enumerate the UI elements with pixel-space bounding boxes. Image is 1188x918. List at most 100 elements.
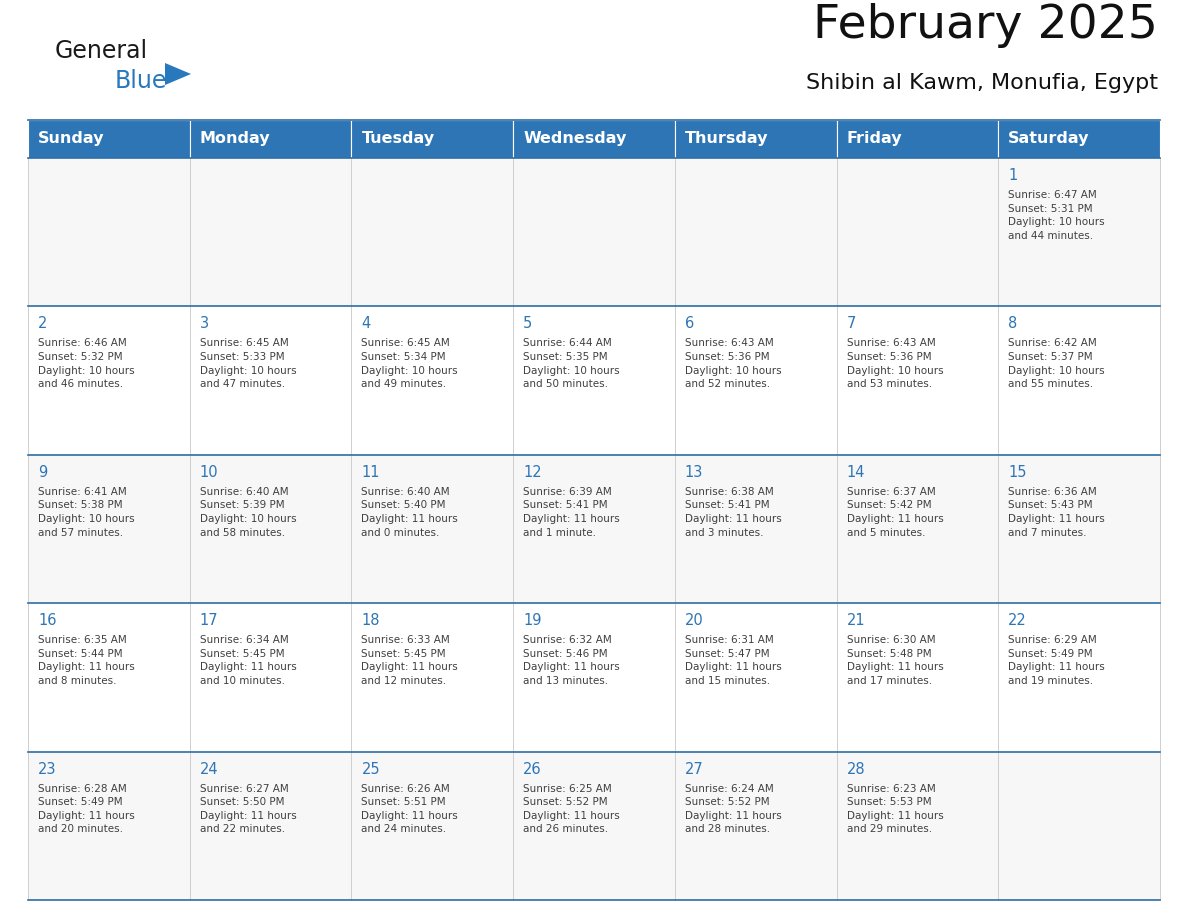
Bar <box>29 603 190 752</box>
Bar <box>998 158 1159 307</box>
Text: Sunrise: 6:40 AM
Sunset: 5:39 PM
Daylight: 10 hours
and 58 minutes.: Sunrise: 6:40 AM Sunset: 5:39 PM Dayligh… <box>200 487 296 538</box>
Bar <box>836 752 998 900</box>
Text: 17: 17 <box>200 613 219 628</box>
Text: 14: 14 <box>847 465 865 480</box>
Bar <box>352 307 513 454</box>
Bar <box>29 454 190 603</box>
Bar <box>352 158 513 307</box>
Text: 22: 22 <box>1009 613 1028 628</box>
Text: Sunrise: 6:39 AM
Sunset: 5:41 PM
Daylight: 11 hours
and 1 minute.: Sunrise: 6:39 AM Sunset: 5:41 PM Dayligh… <box>523 487 620 538</box>
Bar <box>190 603 352 752</box>
Text: Shibin al Kawm, Monufia, Egypt: Shibin al Kawm, Monufia, Egypt <box>805 73 1158 93</box>
Text: 5: 5 <box>523 317 532 331</box>
Text: Wednesday: Wednesday <box>523 131 626 147</box>
Bar <box>190 158 352 307</box>
Text: Sunrise: 6:43 AM
Sunset: 5:36 PM
Daylight: 10 hours
and 52 minutes.: Sunrise: 6:43 AM Sunset: 5:36 PM Dayligh… <box>684 339 782 389</box>
Bar <box>190 307 352 454</box>
Text: 28: 28 <box>847 762 865 777</box>
Text: Sunrise: 6:24 AM
Sunset: 5:52 PM
Daylight: 11 hours
and 28 minutes.: Sunrise: 6:24 AM Sunset: 5:52 PM Dayligh… <box>684 784 782 834</box>
Text: 19: 19 <box>523 613 542 628</box>
Text: Saturday: Saturday <box>1009 131 1089 147</box>
Text: 9: 9 <box>38 465 48 480</box>
Text: Sunrise: 6:46 AM
Sunset: 5:32 PM
Daylight: 10 hours
and 46 minutes.: Sunrise: 6:46 AM Sunset: 5:32 PM Dayligh… <box>38 339 134 389</box>
Bar <box>675 120 836 158</box>
Bar <box>675 307 836 454</box>
Text: Sunrise: 6:43 AM
Sunset: 5:36 PM
Daylight: 10 hours
and 53 minutes.: Sunrise: 6:43 AM Sunset: 5:36 PM Dayligh… <box>847 339 943 389</box>
Text: Sunrise: 6:31 AM
Sunset: 5:47 PM
Daylight: 11 hours
and 15 minutes.: Sunrise: 6:31 AM Sunset: 5:47 PM Dayligh… <box>684 635 782 686</box>
Bar <box>513 752 675 900</box>
Text: Blue: Blue <box>115 69 168 93</box>
Bar <box>29 158 190 307</box>
Bar <box>190 120 352 158</box>
Text: Sunrise: 6:30 AM
Sunset: 5:48 PM
Daylight: 11 hours
and 17 minutes.: Sunrise: 6:30 AM Sunset: 5:48 PM Dayligh… <box>847 635 943 686</box>
Bar <box>190 752 352 900</box>
Bar <box>352 120 513 158</box>
Bar <box>998 307 1159 454</box>
Text: Sunrise: 6:27 AM
Sunset: 5:50 PM
Daylight: 11 hours
and 22 minutes.: Sunrise: 6:27 AM Sunset: 5:50 PM Dayligh… <box>200 784 297 834</box>
Bar <box>29 752 190 900</box>
Polygon shape <box>165 63 191 85</box>
Bar <box>836 158 998 307</box>
Text: 10: 10 <box>200 465 219 480</box>
Text: 12: 12 <box>523 465 542 480</box>
Bar <box>29 307 190 454</box>
Text: 4: 4 <box>361 317 371 331</box>
Bar <box>675 454 836 603</box>
Text: 18: 18 <box>361 613 380 628</box>
Text: 6: 6 <box>684 317 694 331</box>
Bar <box>190 454 352 603</box>
Bar <box>836 120 998 158</box>
Text: 2: 2 <box>38 317 48 331</box>
Text: 24: 24 <box>200 762 219 777</box>
Text: 15: 15 <box>1009 465 1026 480</box>
Text: Sunrise: 6:26 AM
Sunset: 5:51 PM
Daylight: 11 hours
and 24 minutes.: Sunrise: 6:26 AM Sunset: 5:51 PM Dayligh… <box>361 784 459 834</box>
Text: 25: 25 <box>361 762 380 777</box>
Text: Sunrise: 6:23 AM
Sunset: 5:53 PM
Daylight: 11 hours
and 29 minutes.: Sunrise: 6:23 AM Sunset: 5:53 PM Dayligh… <box>847 784 943 834</box>
Bar <box>998 120 1159 158</box>
Text: 27: 27 <box>684 762 703 777</box>
Bar <box>513 454 675 603</box>
Text: Sunrise: 6:41 AM
Sunset: 5:38 PM
Daylight: 10 hours
and 57 minutes.: Sunrise: 6:41 AM Sunset: 5:38 PM Dayligh… <box>38 487 134 538</box>
Bar <box>352 603 513 752</box>
Bar <box>513 120 675 158</box>
Text: Sunrise: 6:29 AM
Sunset: 5:49 PM
Daylight: 11 hours
and 19 minutes.: Sunrise: 6:29 AM Sunset: 5:49 PM Dayligh… <box>1009 635 1105 686</box>
Text: Sunrise: 6:38 AM
Sunset: 5:41 PM
Daylight: 11 hours
and 3 minutes.: Sunrise: 6:38 AM Sunset: 5:41 PM Dayligh… <box>684 487 782 538</box>
Text: Thursday: Thursday <box>684 131 769 147</box>
Bar <box>675 158 836 307</box>
Bar <box>675 752 836 900</box>
Text: 16: 16 <box>38 613 57 628</box>
Text: Friday: Friday <box>847 131 902 147</box>
Bar <box>513 158 675 307</box>
Text: Sunrise: 6:47 AM
Sunset: 5:31 PM
Daylight: 10 hours
and 44 minutes.: Sunrise: 6:47 AM Sunset: 5:31 PM Dayligh… <box>1009 190 1105 241</box>
Text: 20: 20 <box>684 613 703 628</box>
Text: Sunday: Sunday <box>38 131 105 147</box>
Text: 1: 1 <box>1009 168 1018 183</box>
Text: Sunrise: 6:35 AM
Sunset: 5:44 PM
Daylight: 11 hours
and 8 minutes.: Sunrise: 6:35 AM Sunset: 5:44 PM Dayligh… <box>38 635 134 686</box>
Text: Sunrise: 6:42 AM
Sunset: 5:37 PM
Daylight: 10 hours
and 55 minutes.: Sunrise: 6:42 AM Sunset: 5:37 PM Dayligh… <box>1009 339 1105 389</box>
Text: 3: 3 <box>200 317 209 331</box>
Bar <box>513 307 675 454</box>
Text: Sunrise: 6:44 AM
Sunset: 5:35 PM
Daylight: 10 hours
and 50 minutes.: Sunrise: 6:44 AM Sunset: 5:35 PM Dayligh… <box>523 339 620 389</box>
Text: Tuesday: Tuesday <box>361 131 435 147</box>
Text: Sunrise: 6:32 AM
Sunset: 5:46 PM
Daylight: 11 hours
and 13 minutes.: Sunrise: 6:32 AM Sunset: 5:46 PM Dayligh… <box>523 635 620 686</box>
Text: Sunrise: 6:37 AM
Sunset: 5:42 PM
Daylight: 11 hours
and 5 minutes.: Sunrise: 6:37 AM Sunset: 5:42 PM Dayligh… <box>847 487 943 538</box>
Text: Sunrise: 6:40 AM
Sunset: 5:40 PM
Daylight: 11 hours
and 0 minutes.: Sunrise: 6:40 AM Sunset: 5:40 PM Dayligh… <box>361 487 459 538</box>
Text: Monday: Monday <box>200 131 271 147</box>
Text: Sunrise: 6:33 AM
Sunset: 5:45 PM
Daylight: 11 hours
and 12 minutes.: Sunrise: 6:33 AM Sunset: 5:45 PM Dayligh… <box>361 635 459 686</box>
Bar <box>998 603 1159 752</box>
Bar <box>352 454 513 603</box>
Bar <box>29 120 190 158</box>
Bar <box>675 603 836 752</box>
Text: 7: 7 <box>847 317 855 331</box>
Bar <box>836 603 998 752</box>
Text: Sunrise: 6:34 AM
Sunset: 5:45 PM
Daylight: 11 hours
and 10 minutes.: Sunrise: 6:34 AM Sunset: 5:45 PM Dayligh… <box>200 635 297 686</box>
Text: February 2025: February 2025 <box>813 3 1158 48</box>
Text: 8: 8 <box>1009 317 1018 331</box>
Bar <box>836 454 998 603</box>
Bar <box>513 603 675 752</box>
Text: General: General <box>55 39 148 63</box>
Text: 21: 21 <box>847 613 865 628</box>
Text: Sunrise: 6:28 AM
Sunset: 5:49 PM
Daylight: 11 hours
and 20 minutes.: Sunrise: 6:28 AM Sunset: 5:49 PM Dayligh… <box>38 784 134 834</box>
Text: 26: 26 <box>523 762 542 777</box>
Bar <box>998 454 1159 603</box>
